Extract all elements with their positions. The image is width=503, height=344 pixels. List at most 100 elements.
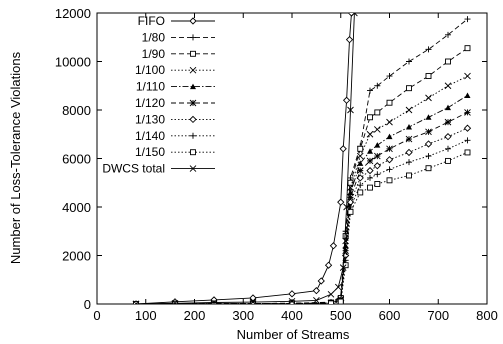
y-axis-label: Number of Loss-Tolerance Violations xyxy=(8,51,23,264)
data-point-1-120 xyxy=(373,152,381,160)
x-tick-label: 200 xyxy=(184,308,206,323)
legend-marker-1-90 xyxy=(190,50,196,57)
data-point-1-120 xyxy=(386,145,393,153)
data-point-1-90 xyxy=(357,145,364,152)
legend-marker-1-120 xyxy=(189,99,197,107)
data-point-dwcs-total xyxy=(327,290,335,298)
x-tick-label: 800 xyxy=(476,308,498,323)
legend-label-1-120: 1/120 xyxy=(135,96,165,110)
data-point-dwcs-total xyxy=(351,13,358,17)
data-point-1-110 xyxy=(406,123,412,130)
data-point-fifo xyxy=(329,242,338,250)
legend-label-fifo: FIFO xyxy=(138,14,165,28)
series-line-1-80 xyxy=(135,18,468,304)
data-point-1-150 xyxy=(347,208,354,215)
series-line-dwcs-total xyxy=(135,13,355,304)
data-point-1-120 xyxy=(356,167,364,174)
series-line-1-150 xyxy=(135,151,468,304)
data-point-1-100 xyxy=(405,106,413,114)
data-point-1-100 xyxy=(373,126,381,133)
y-tick-label: 6000 xyxy=(62,152,91,167)
series-1-90 xyxy=(133,45,471,304)
series-1-130 xyxy=(132,124,472,304)
data-point-1-120 xyxy=(425,128,432,136)
series-1-150 xyxy=(133,149,471,304)
data-point-1-110 xyxy=(374,142,381,148)
series-1-110 xyxy=(134,92,471,304)
data-point-1-110 xyxy=(357,160,364,166)
data-point-1-100 xyxy=(464,72,471,80)
data-point-1-90 xyxy=(406,85,412,92)
data-point-fifo xyxy=(342,96,351,104)
data-point-1-80 xyxy=(406,58,412,65)
legend-marker-1-110 xyxy=(190,83,196,90)
data-point-1-150 xyxy=(425,165,432,172)
y-tick-label: 2000 xyxy=(62,249,91,264)
data-point-1-120 xyxy=(366,157,374,165)
data-point-dwcs-total xyxy=(339,264,347,271)
x-axis-ticks: 0 100 200 300 400 500 600 700 800 xyxy=(93,13,498,323)
legend-marker-1-80 xyxy=(190,34,196,41)
legend-marker-fifo xyxy=(189,17,197,25)
y-tick-label: 4000 xyxy=(62,200,91,215)
data-point-1-130 xyxy=(463,124,472,132)
x-tick-label: 400 xyxy=(281,308,303,323)
data-point-1-120 xyxy=(405,135,413,143)
data-point-dwcs-total xyxy=(334,283,342,291)
data-point-1-140 xyxy=(367,174,373,181)
data-point-1-90 xyxy=(386,99,393,106)
series-1-120 xyxy=(132,109,471,304)
data-point-1-140 xyxy=(425,153,432,160)
data-point-1-100 xyxy=(444,82,452,90)
data-point-1-80 xyxy=(374,82,381,89)
data-point-1-80 xyxy=(464,16,471,23)
data-point-1-80 xyxy=(445,31,451,38)
data-point-1-150 xyxy=(406,172,412,179)
data-point-1-80 xyxy=(386,73,393,80)
data-point-dwcs-total xyxy=(132,300,140,304)
legend-marker-1-130 xyxy=(189,115,197,124)
data-point-1-120 xyxy=(342,247,349,254)
data-point-1-130 xyxy=(373,162,381,170)
data-point-dwcs-total xyxy=(343,203,350,211)
legend-marker-dwcs-total xyxy=(189,165,197,172)
legend-label-1-100: 1/100 xyxy=(135,63,165,77)
data-point-1-80 xyxy=(425,46,432,53)
data-point-1-140 xyxy=(406,159,412,166)
data-point-dwcs-total xyxy=(313,297,320,304)
data-point-1-140 xyxy=(386,166,393,173)
y-tick-label: 12000 xyxy=(55,6,91,21)
data-point-1-90 xyxy=(374,109,381,116)
data-point-dwcs-total xyxy=(288,298,296,304)
series-1-80 xyxy=(133,16,471,304)
series-1-140 xyxy=(133,137,471,304)
data-point-1-120 xyxy=(347,193,354,201)
data-point-dwcs-total xyxy=(210,299,218,304)
series-1-100 xyxy=(132,72,471,304)
data-point-1-130 xyxy=(424,140,433,148)
data-point-1-130 xyxy=(385,156,394,164)
data-point-1-150 xyxy=(464,149,471,156)
y-tick-label: 10000 xyxy=(55,55,91,70)
data-point-1-110 xyxy=(464,92,471,98)
data-point-1-110 xyxy=(445,104,451,111)
x-tick-label: 600 xyxy=(379,308,401,323)
x-tick-label: 0 xyxy=(93,308,100,323)
series-line-1-120 xyxy=(135,111,468,304)
data-point-dwcs-total xyxy=(171,299,179,304)
data-point-fifo xyxy=(339,145,347,153)
data-point-1-90 xyxy=(425,73,432,80)
series-line-1-110 xyxy=(135,95,468,304)
data-point-1-120 xyxy=(464,109,471,116)
legend-label-1-140: 1/140 xyxy=(135,129,165,143)
y-tick-label: 8000 xyxy=(62,103,91,118)
legend-marker-1-100 xyxy=(189,66,197,74)
legend-marker-1-140 xyxy=(190,132,196,139)
data-point-1-150 xyxy=(386,177,393,184)
data-point-fifo xyxy=(317,277,325,285)
data-point-1-120 xyxy=(444,118,452,126)
data-point-1-100 xyxy=(425,94,432,102)
y-axis-ticks: 0 2000 4000 6000 8000 10000 12000 xyxy=(55,6,487,312)
data-point-1-150 xyxy=(445,157,451,164)
data-point-dwcs-total xyxy=(347,106,354,114)
